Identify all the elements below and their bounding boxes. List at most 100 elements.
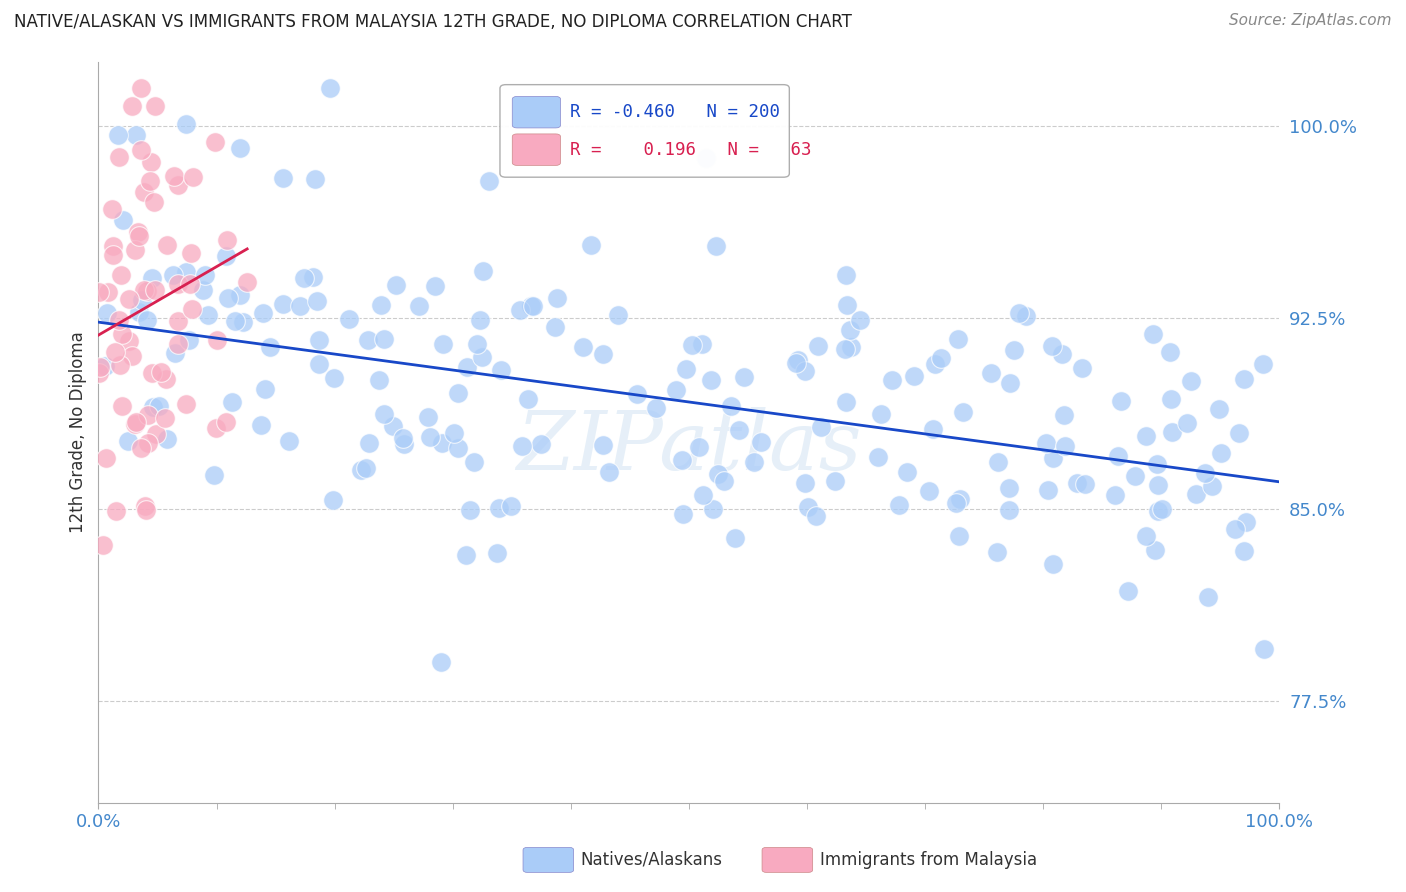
Point <box>692 488 714 502</box>
Point <box>1042 450 1064 465</box>
Point <box>690 336 713 351</box>
Point <box>804 509 827 524</box>
Point <box>174 265 197 279</box>
Point <box>530 436 553 450</box>
Point <box>810 420 832 434</box>
Point <box>141 366 163 380</box>
Point <box>118 334 141 348</box>
Point <box>217 233 239 247</box>
Point <box>1253 642 1275 657</box>
Point <box>835 298 858 312</box>
Point <box>945 496 967 510</box>
Point <box>87 285 110 299</box>
Text: Source: ZipAtlas.com: Source: ZipAtlas.com <box>1229 13 1392 29</box>
Point <box>135 284 157 298</box>
Point <box>671 453 693 467</box>
Point <box>695 151 717 165</box>
Point <box>179 333 201 347</box>
Point <box>626 386 648 401</box>
Point <box>839 323 862 337</box>
Point <box>163 169 186 183</box>
Point <box>141 270 163 285</box>
Point <box>887 498 910 512</box>
Point <box>121 349 143 363</box>
Point <box>866 450 889 464</box>
Point <box>384 278 406 293</box>
Point <box>356 334 378 348</box>
Point <box>165 346 187 360</box>
Point <box>304 172 326 186</box>
Point <box>337 311 360 326</box>
Point <box>835 395 858 409</box>
Point <box>215 249 238 263</box>
Point <box>1052 408 1074 422</box>
Point <box>217 291 239 305</box>
Point <box>129 143 152 157</box>
Point <box>373 408 395 422</box>
Text: Immigrants from Malaysia: Immigrants from Malaysia <box>820 851 1036 869</box>
Point <box>592 438 614 452</box>
Y-axis label: 12th Grade, No Diploma: 12th Grade, No Diploma <box>69 332 87 533</box>
Point <box>129 81 152 95</box>
Point <box>129 441 152 455</box>
Point <box>724 532 747 546</box>
Point <box>903 368 925 383</box>
Point <box>357 435 380 450</box>
Point <box>250 418 273 433</box>
Point <box>105 504 128 518</box>
Point <box>103 248 125 262</box>
Point <box>111 213 134 227</box>
Text: Natives/Alaskans: Natives/Alaskans <box>581 851 723 869</box>
Point <box>191 283 214 297</box>
Point <box>277 434 299 448</box>
Point <box>103 238 125 252</box>
Point <box>370 298 392 312</box>
Point <box>108 150 131 164</box>
Point <box>896 465 918 479</box>
Point <box>1146 458 1168 472</box>
Point <box>350 463 373 477</box>
Point <box>980 366 1002 380</box>
Point <box>229 141 252 155</box>
Point <box>949 491 972 506</box>
FancyBboxPatch shape <box>512 96 561 128</box>
Point <box>155 372 177 386</box>
Point <box>454 549 477 563</box>
Point <box>522 299 544 313</box>
Point <box>665 383 688 397</box>
Point <box>232 315 254 329</box>
Point <box>93 538 115 552</box>
Point <box>704 238 727 252</box>
Point <box>135 313 157 327</box>
Point <box>124 128 146 142</box>
Point <box>204 421 226 435</box>
Point <box>302 269 325 284</box>
Point <box>174 397 197 411</box>
Point <box>432 336 454 351</box>
Point <box>1233 544 1256 558</box>
Point <box>110 268 132 282</box>
Point <box>458 503 481 517</box>
FancyBboxPatch shape <box>501 85 789 178</box>
Point <box>107 128 129 142</box>
Point <box>986 545 1008 559</box>
Point <box>110 399 132 413</box>
Point <box>544 320 567 334</box>
Point <box>97 285 120 299</box>
Point <box>1000 376 1022 391</box>
Point <box>197 308 219 322</box>
Point <box>236 276 259 290</box>
Point <box>1227 426 1250 441</box>
Point <box>841 340 863 354</box>
Point <box>408 300 430 314</box>
Point <box>520 299 543 313</box>
Point <box>456 359 478 374</box>
Point <box>849 313 872 327</box>
Point <box>124 415 146 429</box>
Point <box>1185 486 1208 500</box>
Point <box>733 370 755 384</box>
Point <box>162 268 184 282</box>
Point <box>1002 343 1025 358</box>
Point <box>675 362 697 376</box>
Point <box>1066 476 1088 491</box>
